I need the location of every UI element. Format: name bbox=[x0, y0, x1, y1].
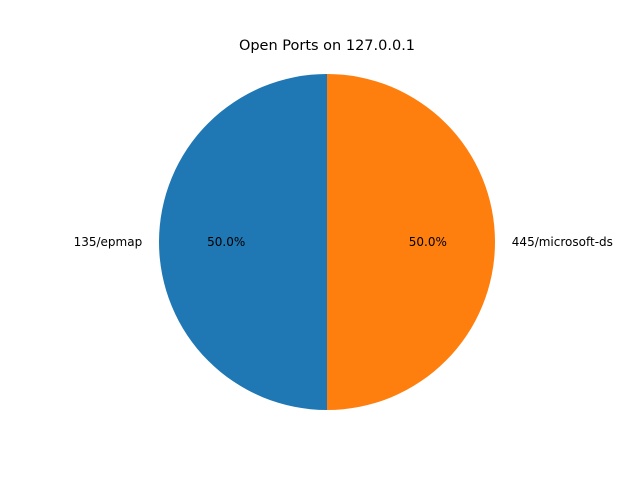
slice-pct-label-1: 50.0% bbox=[207, 235, 245, 249]
pie-slice-2 bbox=[327, 74, 495, 410]
pie-slice-1 bbox=[159, 74, 327, 410]
pie-labels: 135/epmap 50.0% 445/microsoft-ds 50.0% bbox=[74, 235, 613, 249]
pie-slices bbox=[159, 74, 495, 410]
slice-label-1: 135/epmap bbox=[74, 235, 143, 249]
chart-title: Open Ports on 127.0.0.1 bbox=[239, 38, 415, 54]
slice-pct-label-2: 50.0% bbox=[409, 235, 447, 249]
slice-label-2: 445/microsoft-ds bbox=[512, 235, 613, 249]
